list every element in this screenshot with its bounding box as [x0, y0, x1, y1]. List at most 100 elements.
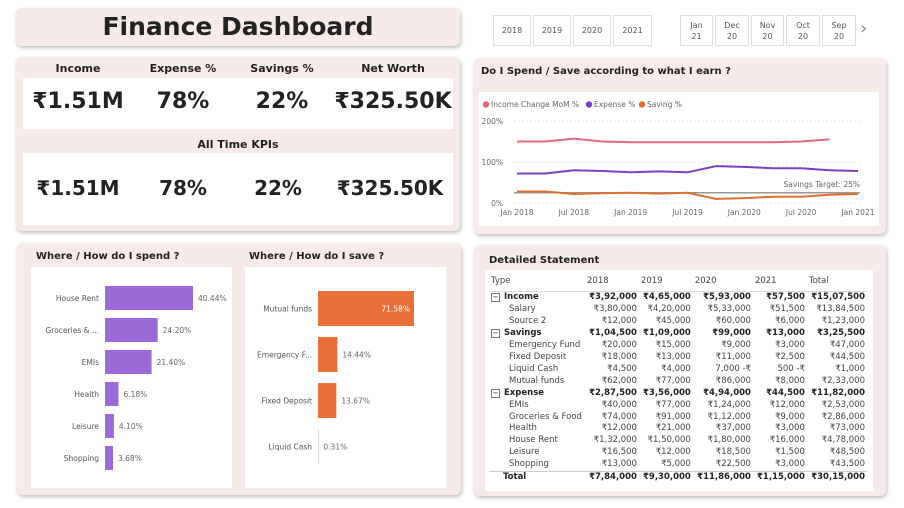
- statement-title: Detailed Statement: [489, 255, 600, 266]
- column-header[interactable]: 2020: [692, 271, 753, 292]
- cell-value: ₹4,000: [661, 363, 691, 374]
- cell-value: ₹3,000: [775, 423, 805, 434]
- cell-value: ₹62,000: [601, 375, 637, 386]
- kpi-networth-label: Net Worth: [361, 62, 425, 75]
- collapse-icon[interactable]: −: [491, 293, 500, 302]
- cell-value: ₹9,000: [721, 339, 751, 350]
- legend-dot: [585, 101, 593, 108]
- cell-value: ₹57,500: [766, 292, 805, 302]
- bar-category-label: House Rent: [56, 294, 99, 303]
- year-2019-button[interactable]: 2019: [533, 15, 571, 46]
- cell-value: ₹2,86,000: [821, 411, 865, 422]
- month-label: Jan: [690, 21, 703, 30]
- month-year: 20: [797, 32, 809, 41]
- bar-value-label: 21.40%: [157, 358, 186, 367]
- month-nov-20-button[interactable]: Nov 20: [751, 15, 784, 46]
- cell-value: ₹47,000: [829, 339, 865, 350]
- cell-value: ₹1,000: [835, 363, 865, 374]
- column-header[interactable]: 2018: [585, 271, 639, 292]
- table-row: Groceries & Food ₹74,000 ₹91,000 ₹1,12,000 ₹…: [489, 412, 867, 424]
- cell-value: ₹16,000: [769, 435, 805, 446]
- collapse-icon[interactable]: −: [491, 388, 500, 398]
- cell-value: ₹77,000: [655, 375, 691, 386]
- month-label: Oct: [796, 21, 810, 30]
- cell-value: ₹20,000: [601, 339, 637, 350]
- bar-category-label: Mutual funds: [263, 305, 312, 314]
- kpi-income-value: ₹1.51M: [32, 89, 124, 114]
- x-tick-label: Jan 2018: [499, 208, 533, 217]
- bar-value-label: 4.10%: [119, 422, 143, 431]
- row-label: − Savings: [491, 327, 542, 338]
- cell-value: ₹7,84,000: [585, 471, 639, 485]
- x-tick-label: Jan 2019: [613, 208, 647, 217]
- cell-value: ₹4,500: [607, 363, 637, 374]
- cell-value: ₹4,94,000: [703, 387, 751, 398]
- cell-value: ₹3,000: [775, 339, 805, 350]
- collapse-icon[interactable]: −: [491, 328, 500, 338]
- cell-value: ₹2,33,000: [821, 375, 865, 386]
- cell-value: ₹11,000: [715, 351, 751, 362]
- cell-value: ₹48,500: [829, 447, 865, 458]
- year-2018-button[interactable]: 2018: [493, 15, 531, 46]
- all-time-expense-value: 78%: [159, 176, 207, 200]
- cell-value: ₹12,000: [655, 447, 691, 458]
- column-header[interactable]: Total: [806, 271, 867, 292]
- bar-value-label: 0.31%: [323, 443, 347, 452]
- bar-value-label: 24.20%: [163, 326, 192, 335]
- column-header[interactable]: 2019: [638, 271, 693, 292]
- cell-value: ₹13,84,500: [816, 303, 865, 314]
- savings-target-label: Savings Target: 25%: [784, 180, 860, 189]
- x-tick-label: Jul 2020: [785, 208, 817, 217]
- month-oct-20-button[interactable]: Oct 20: [786, 15, 820, 46]
- month-sep-20-button[interactable]: Sep 20: [822, 15, 856, 46]
- cell-value: ₹22,500: [715, 459, 751, 470]
- cell-value: ₹13,000: [766, 327, 805, 338]
- cell-value: ₹30,15,000: [806, 471, 867, 485]
- cell-value: ₹8,000: [775, 375, 805, 386]
- legend-dot: [482, 101, 490, 108]
- all-time-kpis-title: All Time KPIs: [197, 138, 279, 151]
- bar: [105, 318, 158, 342]
- table-row: Leisure ₹16,500 ₹12,000 ₹18,500 ₹1,500 ₹48,50…: [489, 447, 867, 459]
- series-line-1: [517, 165, 859, 175]
- cell-value: ₹3,25,500: [817, 327, 865, 338]
- row-label: Emergency Fund: [509, 339, 581, 350]
- cell-value: ₹1,500: [775, 447, 805, 458]
- cell-value: ₹45,000: [655, 315, 691, 326]
- row-label: House Rent: [509, 435, 558, 446]
- row-label: Mutual funds: [509, 375, 565, 386]
- cell-value: ₹6,000: [775, 315, 805, 326]
- y-tick-label: 100%: [482, 158, 503, 167]
- spend-chart-title: Where / How do I spend ?: [36, 251, 180, 262]
- column-header[interactable]: 2021: [752, 271, 807, 292]
- column-header[interactable]: Type: [489, 271, 585, 292]
- x-tick-label: Jan 2020: [727, 208, 761, 217]
- statement-table: Type 2018 2019 2020 2021 Total − Income ₹3,92,00…: [489, 271, 867, 485]
- month-jan-21-button[interactable]: Jan 21: [680, 15, 713, 46]
- year-2020-button[interactable]: 2020: [573, 15, 611, 46]
- all-time-savings-value: 22%: [254, 176, 302, 200]
- all-time-income-value: ₹1.51M: [36, 176, 120, 200]
- legend-label: Expense %: [594, 100, 635, 109]
- bar-category-label: Groceries & ...: [45, 326, 99, 335]
- bar-category-label: EMIs: [82, 358, 99, 367]
- table-row: − Expense ₹2,87,500 ₹3,56,000 ₹4,94,000 ₹44,5…: [489, 388, 867, 400]
- bar-value-label: 14.44%: [342, 351, 371, 360]
- bar-value-label: 71.58%: [381, 305, 410, 314]
- bar: [105, 382, 119, 406]
- bar-value-label: 3.68%: [118, 454, 142, 463]
- month-dec-20-button[interactable]: Dec 20: [715, 15, 749, 46]
- cell-value: ₹86,000: [715, 375, 751, 386]
- year-2021-button[interactable]: 2021: [613, 15, 652, 46]
- cell-value: 500 -₹: [777, 363, 805, 374]
- row-label: Salary: [509, 303, 536, 314]
- cell-value: ₹1,09,000: [642, 327, 691, 338]
- chevron-right-icon[interactable]: ›: [860, 18, 868, 39]
- cell-value: ₹11,86,000: [692, 471, 753, 485]
- kpi-income-label: Income: [55, 62, 101, 75]
- table-row: Liquid Cash ₹4,500 ₹4,000 7,000 -₹ 500 -₹ ₹1,…: [489, 364, 867, 376]
- legend-label: Saving %: [647, 100, 682, 109]
- cell-value: ₹60,000: [715, 315, 751, 326]
- row-label: − Income: [491, 292, 539, 302]
